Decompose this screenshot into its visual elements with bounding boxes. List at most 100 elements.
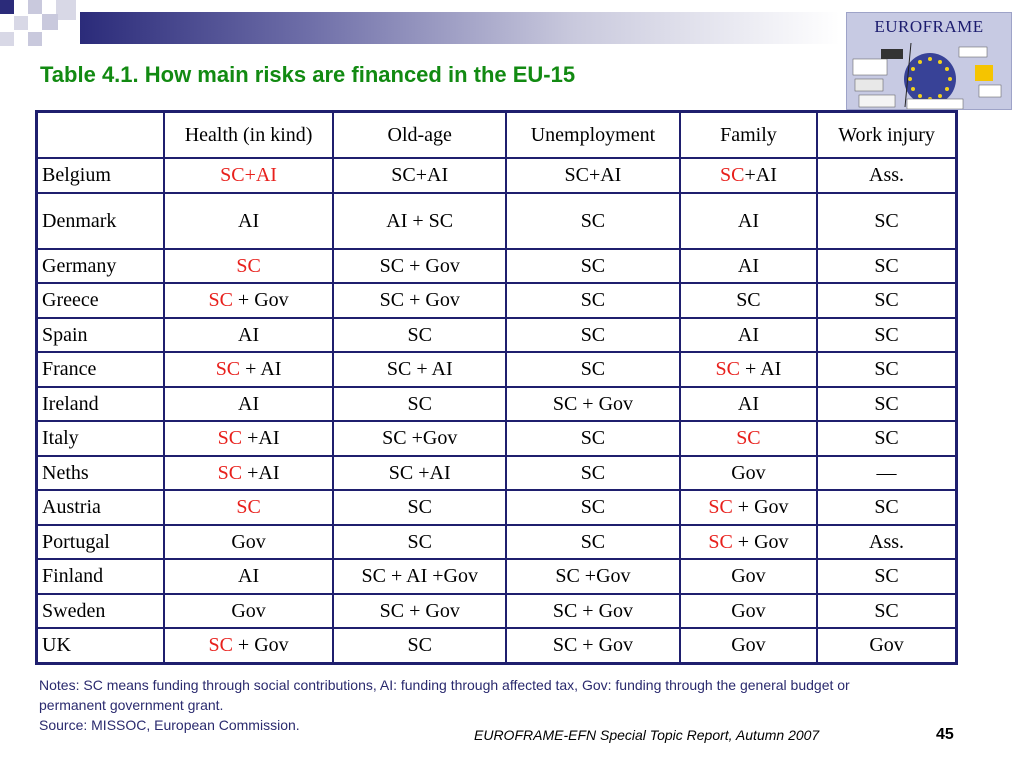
highlight-text: SC bbox=[708, 496, 733, 519]
cell-work-injury: SC bbox=[816, 489, 958, 526]
country-cell: Portugal bbox=[35, 523, 165, 560]
cell-old-age: SC + AI +Gov bbox=[332, 558, 508, 595]
table-row: Belgium SC+AI SC+AI SC+AI SC+AI Ass. bbox=[35, 157, 958, 194]
cell-work-injury: SC bbox=[816, 385, 958, 422]
country-cell: Greece bbox=[35, 282, 165, 319]
cell-unemployment: SC+AI bbox=[505, 157, 681, 194]
country-cell: Belgium bbox=[35, 157, 165, 194]
header-work-injury: Work injury bbox=[816, 110, 958, 159]
country-cell: Denmark bbox=[35, 191, 165, 250]
footer-report-title: EUROFRAME-EFN Special Topic Report, Autu… bbox=[474, 727, 820, 743]
country-cell: Finland bbox=[35, 558, 165, 595]
table-row: Denmark AI AI + SC SC AI SC bbox=[35, 191, 958, 250]
cell-text: +AI bbox=[242, 427, 280, 450]
header-decoration bbox=[0, 0, 840, 50]
cell-old-age: SC + Gov bbox=[332, 247, 508, 284]
logo-text: EUROFRAME bbox=[874, 17, 984, 36]
highlight-text: SC bbox=[236, 496, 261, 519]
cell-work-injury: SC bbox=[816, 316, 958, 353]
country-cell: Neths bbox=[35, 454, 165, 491]
highlight-text: SC bbox=[208, 634, 233, 657]
cell-family: SC + Gov bbox=[678, 523, 819, 560]
notes-source: Source: MISSOC, European Commission. bbox=[39, 717, 300, 733]
table-notes: Notes: SC means funding through social c… bbox=[39, 675, 919, 735]
cell-health: AI bbox=[162, 191, 335, 250]
header-country bbox=[35, 110, 165, 159]
highlight-text: SC bbox=[215, 358, 241, 381]
cell-health: SC +AI bbox=[162, 420, 335, 457]
cell-text: + Gov bbox=[732, 496, 789, 519]
header-unemployment: Unemployment bbox=[505, 110, 681, 159]
cell-family: SC + Gov bbox=[678, 489, 819, 526]
cell-text: + Gov bbox=[232, 289, 289, 312]
cell-family: Gov bbox=[678, 454, 819, 491]
cell-work-injury: Gov bbox=[816, 627, 958, 664]
cell-health: SC + Gov bbox=[162, 282, 335, 319]
cell-old-age: SC + Gov bbox=[332, 282, 508, 319]
cell-unemployment: SC bbox=[505, 282, 681, 319]
cell-family: Gov bbox=[678, 558, 819, 595]
country-cell: UK bbox=[35, 627, 165, 664]
cell-unemployment: SC bbox=[505, 454, 681, 491]
cell-health: AI bbox=[162, 316, 335, 353]
cell-unemployment: SC + Gov bbox=[505, 385, 681, 422]
cell-text: +AI bbox=[744, 164, 777, 187]
decor-square bbox=[0, 0, 14, 14]
country-cell: Spain bbox=[35, 316, 165, 353]
cell-work-injury: SC bbox=[816, 558, 958, 595]
country-cell: Ireland bbox=[35, 385, 165, 422]
decor-square bbox=[28, 0, 42, 14]
cell-work-injury: Ass. bbox=[816, 157, 958, 194]
highlight-text: SC+AI bbox=[220, 164, 277, 187]
cell-health: SC +AI bbox=[162, 454, 335, 491]
cell-old-age: SC +AI bbox=[332, 454, 508, 491]
page-number: 45 bbox=[936, 726, 954, 743]
country-cell: Austria bbox=[35, 489, 165, 526]
table-row: Austria SC SC SC SC + Gov SC bbox=[35, 489, 958, 526]
cell-health: AI bbox=[162, 385, 335, 422]
decor-gradient-bar bbox=[80, 12, 840, 44]
risk-financing-table: Health (in kind) Old-age Unemployment Famil… bbox=[35, 110, 958, 665]
cell-work-injury: SC bbox=[816, 592, 958, 629]
table-row: Spain AI SC SC AI SC bbox=[35, 316, 958, 353]
header-health: Health (in kind) bbox=[162, 110, 335, 159]
cell-family: AI bbox=[678, 247, 819, 284]
cell-health: Gov bbox=[162, 592, 335, 629]
cell-work-injury: SC bbox=[816, 282, 958, 319]
cell-family: Gov bbox=[678, 592, 819, 629]
cell-health: SC bbox=[162, 247, 335, 284]
highlight-text: SC bbox=[217, 427, 243, 450]
cell-unemployment: SC + Gov bbox=[505, 592, 681, 629]
cell-family: Gov bbox=[678, 627, 819, 664]
cell-unemployment: SC + Gov bbox=[505, 627, 681, 664]
cell-old-age: SC +Gov bbox=[332, 420, 508, 457]
country-cell: France bbox=[35, 351, 165, 388]
cell-unemployment: SC bbox=[505, 420, 681, 457]
header-family: Family bbox=[678, 110, 819, 159]
table-header-row: Health (in kind) Old-age Unemployment Famil… bbox=[35, 110, 958, 159]
table-row: Ireland AI SC SC + Gov AI SC bbox=[35, 385, 958, 422]
decor-square bbox=[28, 32, 42, 46]
table-row: Neths SC +AI SC +AI SC Gov — bbox=[35, 454, 958, 491]
country-cell: Sweden bbox=[35, 592, 165, 629]
table-row: Finland AI SC + AI +Gov SC +Gov Gov SC bbox=[35, 558, 958, 595]
cell-unemployment: SC bbox=[505, 523, 681, 560]
table-row: Sweden Gov SC + Gov SC + Gov Gov SC bbox=[35, 592, 958, 629]
cell-old-age: SC + Gov bbox=[332, 592, 508, 629]
cell-old-age: SC bbox=[332, 489, 508, 526]
table-row: France SC + AI SC + AI SC SC + AI SC bbox=[35, 351, 958, 388]
country-cell: Germany bbox=[35, 247, 165, 284]
cell-family: SC bbox=[678, 282, 819, 319]
cell-old-age: SC bbox=[332, 523, 508, 560]
highlight-text: SC bbox=[708, 530, 733, 553]
cell-family: AI bbox=[678, 316, 819, 353]
notes-definitions: Notes: SC means funding through social c… bbox=[39, 677, 850, 713]
cell-unemployment: SC bbox=[505, 247, 681, 284]
decor-square bbox=[42, 14, 58, 30]
cell-health: SC bbox=[162, 489, 335, 526]
cell-family: AI bbox=[678, 191, 819, 250]
cell-old-age: SC + AI bbox=[332, 351, 508, 388]
cell-work-injury: — bbox=[816, 454, 958, 491]
cell-family: SC bbox=[678, 420, 819, 457]
cell-health: SC + AI bbox=[162, 351, 335, 388]
